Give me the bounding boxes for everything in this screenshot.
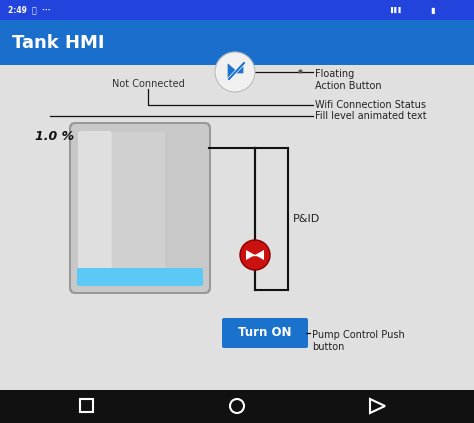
FancyBboxPatch shape — [0, 0, 474, 20]
Circle shape — [240, 240, 270, 270]
Text: Wifi Connection Status: Wifi Connection Status — [315, 100, 426, 110]
Text: Tank HMI: Tank HMI — [12, 34, 104, 52]
FancyBboxPatch shape — [0, 20, 474, 65]
Text: Not Connected: Not Connected — [111, 79, 184, 89]
FancyBboxPatch shape — [71, 124, 209, 292]
Text: ▌▌▌: ▌▌▌ — [390, 7, 403, 13]
Polygon shape — [228, 64, 243, 80]
Text: Floating
Action Button: Floating Action Button — [315, 69, 382, 91]
FancyBboxPatch shape — [111, 132, 165, 276]
FancyBboxPatch shape — [0, 390, 474, 423]
Text: Fill level animated text: Fill level animated text — [315, 111, 427, 121]
Text: Turn ON: Turn ON — [238, 327, 292, 340]
Bar — [80, 399, 93, 412]
Text: 2:49  ⓘ  ···: 2:49 ⓘ ··· — [8, 5, 51, 14]
FancyBboxPatch shape — [0, 65, 474, 390]
Polygon shape — [255, 250, 264, 260]
FancyBboxPatch shape — [222, 318, 308, 348]
FancyBboxPatch shape — [77, 268, 203, 286]
FancyBboxPatch shape — [78, 131, 112, 277]
Circle shape — [215, 52, 255, 92]
Text: P&ID: P&ID — [293, 214, 320, 224]
FancyBboxPatch shape — [69, 122, 211, 294]
Text: ▮: ▮ — [430, 5, 435, 14]
Polygon shape — [246, 250, 255, 260]
Text: Pump Control Push
button: Pump Control Push button — [312, 330, 405, 352]
Text: 1.0 %: 1.0 % — [35, 129, 74, 143]
